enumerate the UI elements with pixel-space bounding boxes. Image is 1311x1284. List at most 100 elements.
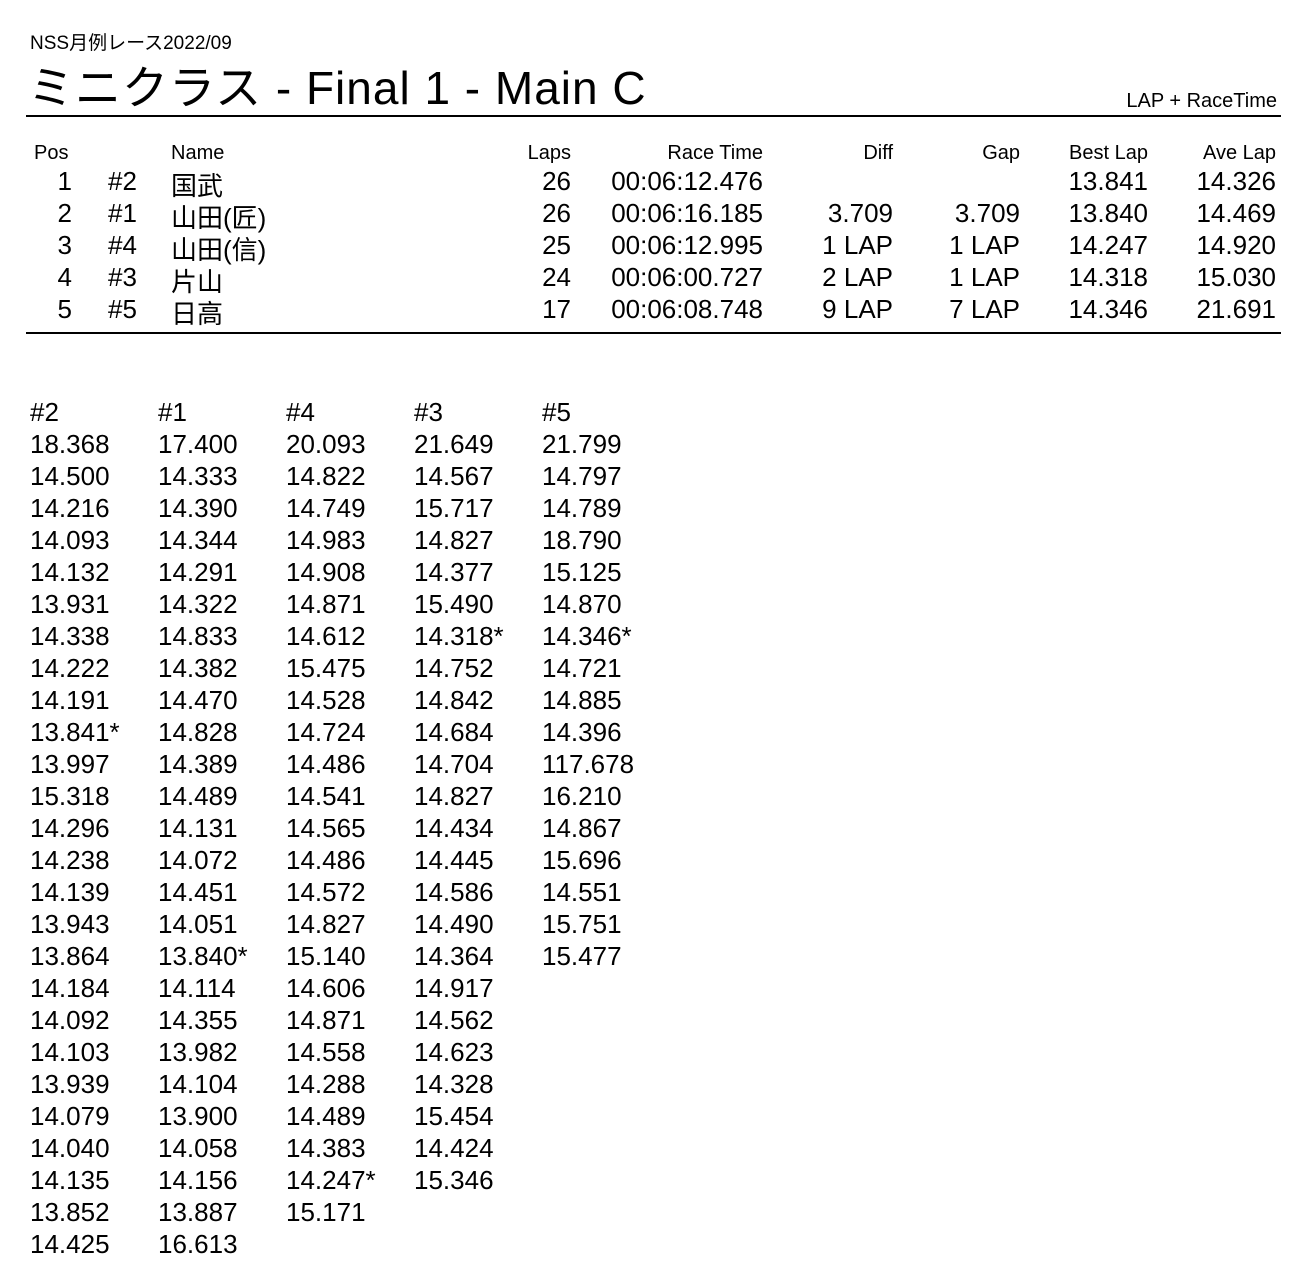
cell-best: 14.346: [1068, 294, 1148, 324]
cell-pos: 2: [57, 198, 72, 228]
lap-time: 14.828: [158, 717, 238, 747]
lap-column-car: #4: [286, 397, 315, 427]
lap-time: 14.871: [286, 1005, 366, 1035]
lap-time: 14.789: [542, 493, 622, 523]
lap-time: 15.346: [414, 1165, 494, 1195]
lap-column: #1 17.400 14.333 14.390 14.344 14.291 14.322 14…: [158, 396, 248, 1260]
lap-time: 14.470: [158, 685, 238, 715]
cell-num: #5: [108, 294, 137, 324]
lap-time: 14.288: [286, 1069, 366, 1099]
lap-time: 14.721: [542, 653, 622, 683]
lap-time: 14.344: [158, 525, 238, 555]
lap-time: 13.931: [30, 589, 110, 619]
col-ave-lap: Ave Lap: [1202, 142, 1276, 164]
lap-column-car: #2: [30, 397, 59, 427]
lap-time: 14.338: [30, 621, 110, 651]
col-name: Name: [171, 142, 225, 164]
cell-gap: 7 LAP: [949, 294, 1020, 324]
lap-time: 14.364: [414, 941, 494, 971]
cell-laps: 17: [542, 294, 571, 324]
lap-time: 14.528: [286, 685, 366, 715]
lap-time: 14.247*: [286, 1165, 376, 1195]
col-gap: Gap: [982, 142, 1020, 164]
col-laps: Laps: [527, 142, 571, 164]
lap-time: 14.216: [30, 493, 110, 523]
lap-time: 14.572: [286, 877, 366, 907]
cell-diff: 2 LAP: [822, 262, 893, 292]
lap-time: 14.541: [286, 781, 366, 811]
lap-time: 14.058: [158, 1133, 238, 1163]
lap-time: 14.424: [414, 1133, 494, 1163]
lap-time: 14.333: [158, 461, 238, 491]
cell-name: 国武: [171, 171, 224, 201]
lap-time: 14.451: [158, 877, 238, 907]
lap-time: 15.717: [414, 493, 494, 523]
cell-diff: 3.709: [827, 198, 893, 228]
lap-time: 14.346*: [542, 621, 632, 651]
cell-num: #1: [108, 198, 137, 228]
lap-time: 14.871: [286, 589, 366, 619]
lap-column-car: #1: [158, 397, 187, 427]
lap-time: 14.184: [30, 973, 110, 1003]
lap-time: 14.606: [286, 973, 366, 1003]
lap-time: 14.389: [158, 749, 238, 779]
col-race-time: Race Time: [667, 142, 763, 164]
lap-time: 14.752: [414, 653, 494, 683]
lap-time: 13.887: [158, 1197, 238, 1227]
lap-time: 15.125: [542, 557, 622, 587]
lap-time: 13.864: [30, 941, 110, 971]
lap-time: 14.797: [542, 461, 622, 491]
lap-column-car: #3: [414, 397, 443, 427]
lap-time: 15.318: [30, 781, 110, 811]
cell-diff: 9 LAP: [822, 294, 893, 324]
lap-time: 14.486: [286, 845, 366, 875]
lap-time: 16.210: [542, 781, 622, 811]
cell-laps: 25: [542, 230, 571, 260]
cell-best: 14.318: [1068, 262, 1148, 292]
lap-time: 14.445: [414, 845, 494, 875]
lap-time: 14.822: [286, 461, 366, 491]
lap-time: 14.040: [30, 1133, 110, 1163]
lap-time: 21.799: [542, 429, 622, 459]
lap-time: 14.867: [542, 813, 622, 843]
lap-time: 15.171: [286, 1197, 366, 1227]
lap-time: 14.079: [30, 1101, 110, 1131]
lap-time: 15.454: [414, 1101, 494, 1131]
lap-time: 14.827: [286, 909, 366, 939]
cell-pos: 4: [57, 262, 72, 292]
lap-time: 14.562: [414, 1005, 494, 1035]
lap-time: 14.103: [30, 1037, 110, 1067]
cell-best: 13.841: [1068, 166, 1148, 196]
lap-time: 14.222: [30, 653, 110, 683]
cell-gap: 3.709: [954, 198, 1020, 228]
page-title: ミニクラス - Final 1 - Main C: [28, 62, 647, 114]
lap-time: 14.051: [158, 909, 238, 939]
lap-time: 14.191: [30, 685, 110, 715]
cell-race-time: 00:06:16.185: [611, 198, 763, 228]
lap-time: 18.368: [30, 429, 110, 459]
lap-time: 14.983: [286, 525, 366, 555]
lap-time: 14.827: [414, 781, 494, 811]
lap-time: 14.425: [30, 1229, 110, 1259]
cell-pos: 3: [57, 230, 72, 260]
lap-column: #2 18.368 14.500 14.216 14.093 14.132 13.931 14…: [30, 396, 120, 1260]
lap-time: 14.623: [414, 1037, 494, 1067]
lap-time: 14.383: [286, 1133, 366, 1163]
lap-time: 14.833: [158, 621, 238, 651]
lap-time: 14.684: [414, 717, 494, 747]
cell-gap: 1 LAP: [949, 230, 1020, 260]
lap-time: 14.355: [158, 1005, 238, 1035]
lap-time: 14.390: [158, 493, 238, 523]
cell-name: 片山: [171, 267, 224, 297]
lap-time: 14.704: [414, 749, 494, 779]
lap-time: 14.238: [30, 845, 110, 875]
cell-best: 13.840: [1068, 198, 1148, 228]
lap-time: 14.489: [158, 781, 238, 811]
lap-time: 15.751: [542, 909, 622, 939]
lap-time: 13.997: [30, 749, 110, 779]
col-pos: Pos: [34, 142, 69, 164]
lap-time: 14.104: [158, 1069, 238, 1099]
lap-time: 14.322: [158, 589, 238, 619]
lap-time: 14.382: [158, 653, 238, 683]
lap-time: 14.490: [414, 909, 494, 939]
